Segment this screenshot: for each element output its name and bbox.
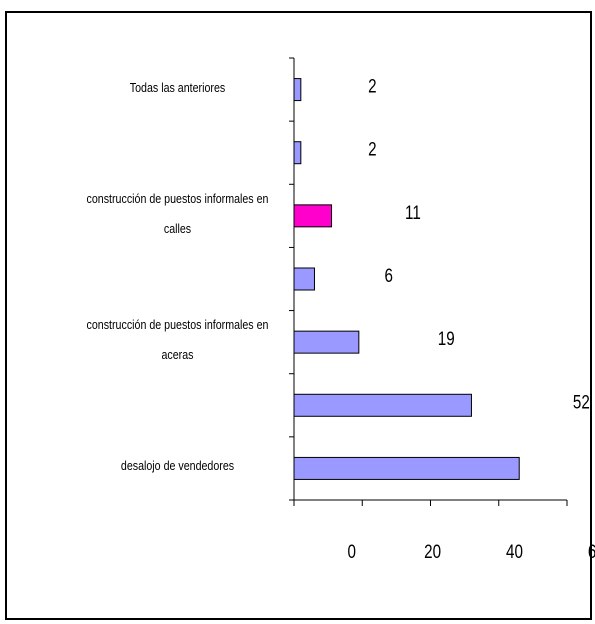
value-label: 2 xyxy=(368,75,376,97)
value-label: 52 xyxy=(573,391,590,413)
x-tick-label: 60 xyxy=(588,540,595,562)
value-label: 6 xyxy=(385,264,393,286)
bar xyxy=(293,78,302,102)
value-label: 19 xyxy=(438,327,455,349)
y-tick-label: construcción de puestos informales en ac… xyxy=(86,317,269,363)
frame xyxy=(5,11,592,620)
value-label: 11 xyxy=(405,201,421,223)
bar xyxy=(293,456,520,480)
bar xyxy=(293,330,360,354)
x-tick-label: 20 xyxy=(424,540,441,562)
bar xyxy=(293,267,315,291)
x-tick-label: 0 xyxy=(348,540,356,562)
y-tick-label: desalojo de vendedores xyxy=(120,458,235,474)
bar xyxy=(293,141,302,165)
x-tick-label: 40 xyxy=(506,540,523,562)
bar xyxy=(293,204,333,228)
value-label: 2 xyxy=(368,138,376,160)
y-tick-label: Todas las anteriores xyxy=(129,79,226,95)
bar xyxy=(293,393,472,417)
y-tick-label: construcción de puestos informales en ca… xyxy=(86,190,269,236)
